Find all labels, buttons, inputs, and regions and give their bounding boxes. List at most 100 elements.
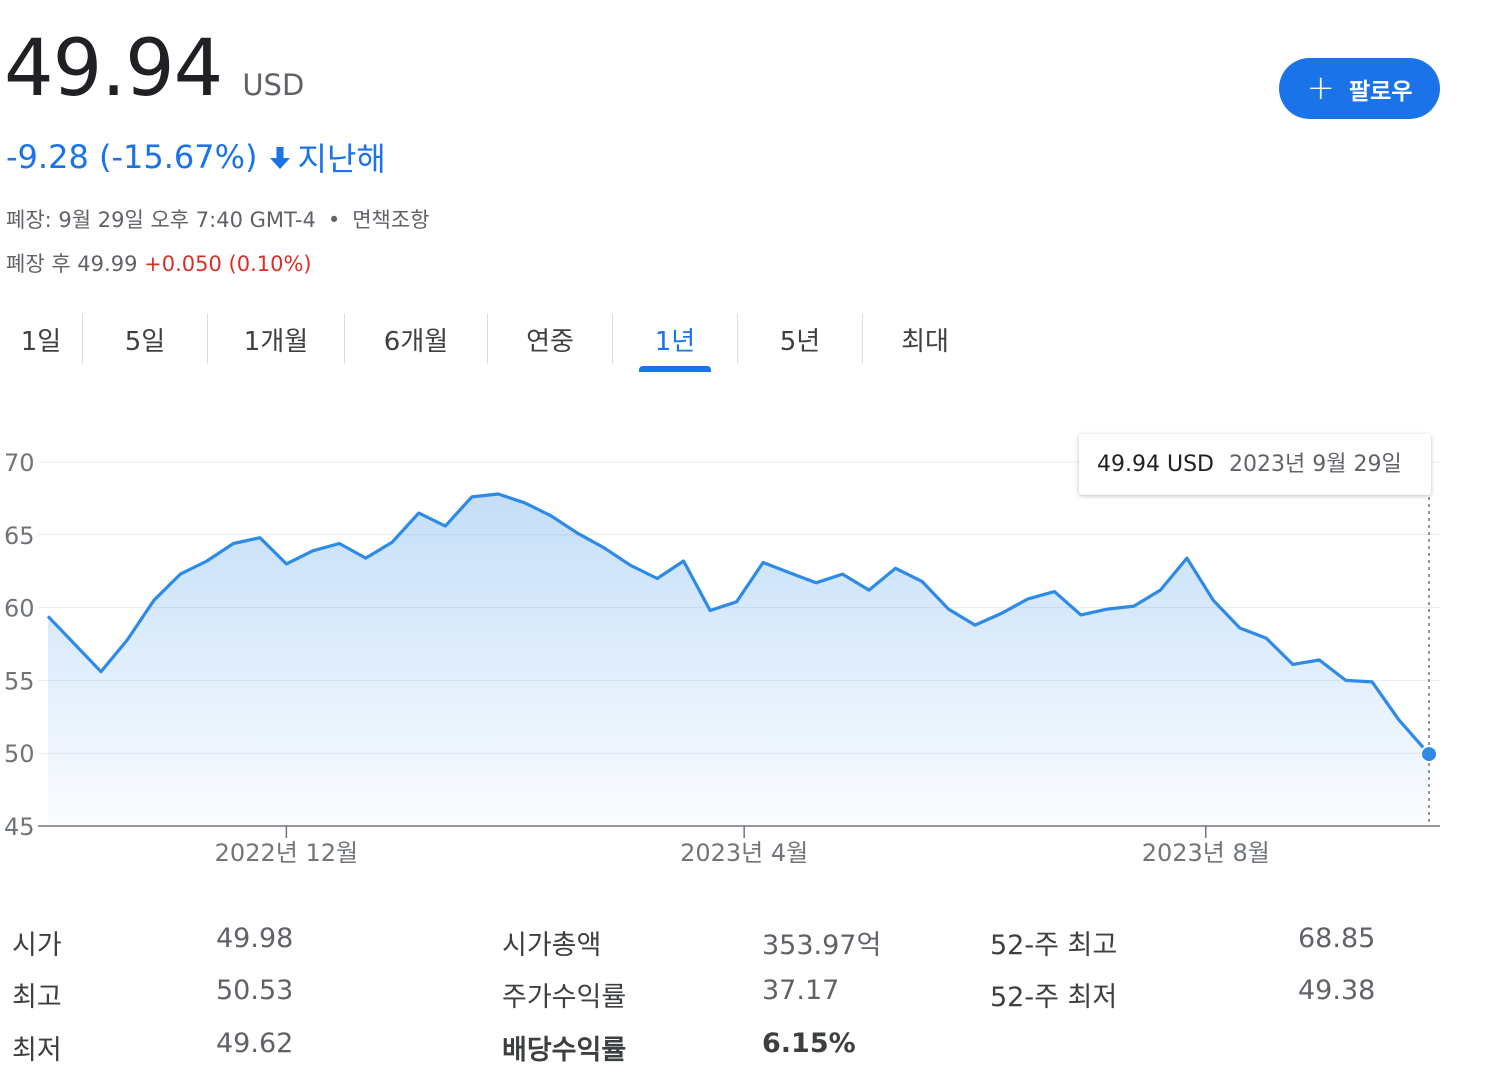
- close-info: 폐장: 9월 29일 오후 7:40 GMT-4: [6, 208, 316, 232]
- data-point: [524, 502, 526, 504]
- data-point: [127, 639, 129, 641]
- stat-value-high: 50.53: [216, 975, 294, 1006]
- tab-label: 연중: [526, 326, 574, 357]
- data-point: [471, 496, 473, 498]
- data-point: [179, 573, 181, 575]
- tab-divider: [82, 314, 83, 364]
- tooltip-price: 49.94 USD: [1097, 452, 1214, 477]
- data-point: [206, 560, 208, 562]
- tab-label: 1개월: [243, 326, 309, 357]
- y-tick-label: 50: [4, 740, 35, 768]
- tab-ytd[interactable]: 연중: [488, 314, 612, 364]
- data-point: [1398, 719, 1400, 721]
- data-point: [1318, 659, 1320, 661]
- data-point: [153, 599, 155, 601]
- data-point: [74, 643, 76, 645]
- tab-label: 1일: [20, 326, 62, 357]
- tab-1m[interactable]: 1개월: [208, 314, 344, 364]
- stat-value-market-cap: 353.97억: [762, 930, 882, 961]
- data-point: [656, 578, 658, 580]
- stat-value-low: 49.62: [216, 1028, 294, 1059]
- tab-label: 6개월: [383, 326, 449, 357]
- x-tick-label: 2022년 12월: [215, 839, 358, 867]
- data-point: [47, 615, 49, 617]
- x-axis-ticks: 2022년 12월 2023년 4월 2023년 8월: [215, 826, 1270, 867]
- follow-button[interactable]: + 팔로우: [1279, 58, 1440, 119]
- current-price-marker: [1420, 745, 1438, 764]
- tab-label: 5일: [124, 326, 166, 357]
- data-point: [736, 601, 738, 603]
- data-point: [1027, 598, 1029, 600]
- data-point: [974, 624, 976, 626]
- tab-divider: [344, 314, 345, 364]
- data-point: [683, 560, 685, 562]
- stat-label-52w-high: 52-주 최고: [990, 930, 1118, 961]
- data-point: [921, 580, 923, 582]
- data-point: [391, 541, 393, 543]
- stat-label-high: 최고: [12, 982, 62, 1013]
- data-point: [842, 573, 844, 575]
- data-point: [418, 512, 420, 514]
- chart-tooltip: 49.94 USD 2023년 9월 29일: [1079, 434, 1431, 495]
- y-tick-label: 60: [4, 595, 35, 623]
- x-tick-label: 2023년 8월: [1142, 839, 1270, 867]
- close-info-row: 폐장: 9월 29일 오후 7:40 GMT-4 • 면책조항: [6, 204, 430, 234]
- tab-label: 최대: [901, 326, 949, 357]
- after-hours-change: +0.050 (0.10%): [144, 252, 312, 276]
- price-change-row: -9.28 (-15.67%) 지난해: [6, 134, 386, 180]
- price-header: 49.94 USD: [4, 30, 304, 108]
- tab-max[interactable]: 최대: [863, 314, 987, 364]
- stat-label-dividend-yield[interactable]: 배당수익률: [502, 1035, 627, 1066]
- data-point: [603, 547, 605, 549]
- y-axis-ticks: 70 65 60 55 50 45: [4, 449, 35, 841]
- stat-value-52w-low: 49.38: [1298, 975, 1376, 1006]
- plus-icon: +: [1306, 67, 1336, 108]
- data-point: [630, 564, 632, 566]
- y-tick-label: 65: [4, 522, 35, 550]
- tab-divider: [737, 314, 738, 364]
- price-chart[interactable]: 70 65 60 55 50 45 2022년 12월 2023년 4월 2023년 8월 4…: [0, 420, 1498, 880]
- tab-label: 5년: [779, 326, 821, 357]
- tab-6m[interactable]: 6개월: [345, 314, 487, 364]
- tab-5d[interactable]: 5일: [83, 314, 207, 364]
- disclaimer-link[interactable]: 면책조항: [352, 208, 430, 232]
- data-point: [709, 610, 711, 612]
- stat-label-52w-low: 52-주 최저: [990, 982, 1118, 1013]
- data-point: [762, 562, 764, 564]
- data-point: [100, 671, 102, 673]
- data-point: [444, 525, 446, 527]
- stat-label-low: 최저: [12, 1035, 62, 1066]
- stat-value-52w-high: 68.85: [1298, 923, 1376, 954]
- data-point: [1186, 557, 1188, 559]
- after-hours-row: 폐장 후 49.99 +0.050 (0.10%): [6, 248, 312, 278]
- tab-divider: [207, 314, 208, 364]
- data-point: [577, 532, 579, 534]
- tab-divider: [487, 314, 488, 364]
- data-point: [232, 543, 234, 545]
- arrow-down-icon: [268, 144, 292, 170]
- data-point: [948, 608, 950, 610]
- current-price: 49.94: [4, 24, 223, 114]
- y-tick-label: 70: [4, 449, 35, 477]
- tab-1d[interactable]: 1일: [0, 314, 82, 364]
- data-point: [1053, 591, 1055, 593]
- data-point: [789, 572, 791, 574]
- data-point: [1159, 589, 1161, 591]
- y-tick-label: 55: [4, 667, 35, 695]
- data-point: [285, 563, 287, 565]
- data-point: [1080, 614, 1082, 616]
- data-point: [1265, 637, 1267, 639]
- tab-1y[interactable]: 1년: [613, 314, 737, 364]
- data-point: [550, 515, 552, 517]
- data-point: [1133, 605, 1135, 607]
- data-point: [1345, 679, 1347, 681]
- tab-label: 1년: [654, 326, 696, 357]
- data-point: [259, 537, 261, 539]
- tab-5y[interactable]: 5년: [738, 314, 862, 364]
- data-point: [1106, 608, 1108, 610]
- x-tick-label: 2023년 4월: [680, 839, 808, 867]
- data-point: [312, 550, 314, 552]
- tab-divider: [862, 314, 863, 364]
- data-point: [815, 582, 817, 584]
- data-point: [497, 493, 499, 495]
